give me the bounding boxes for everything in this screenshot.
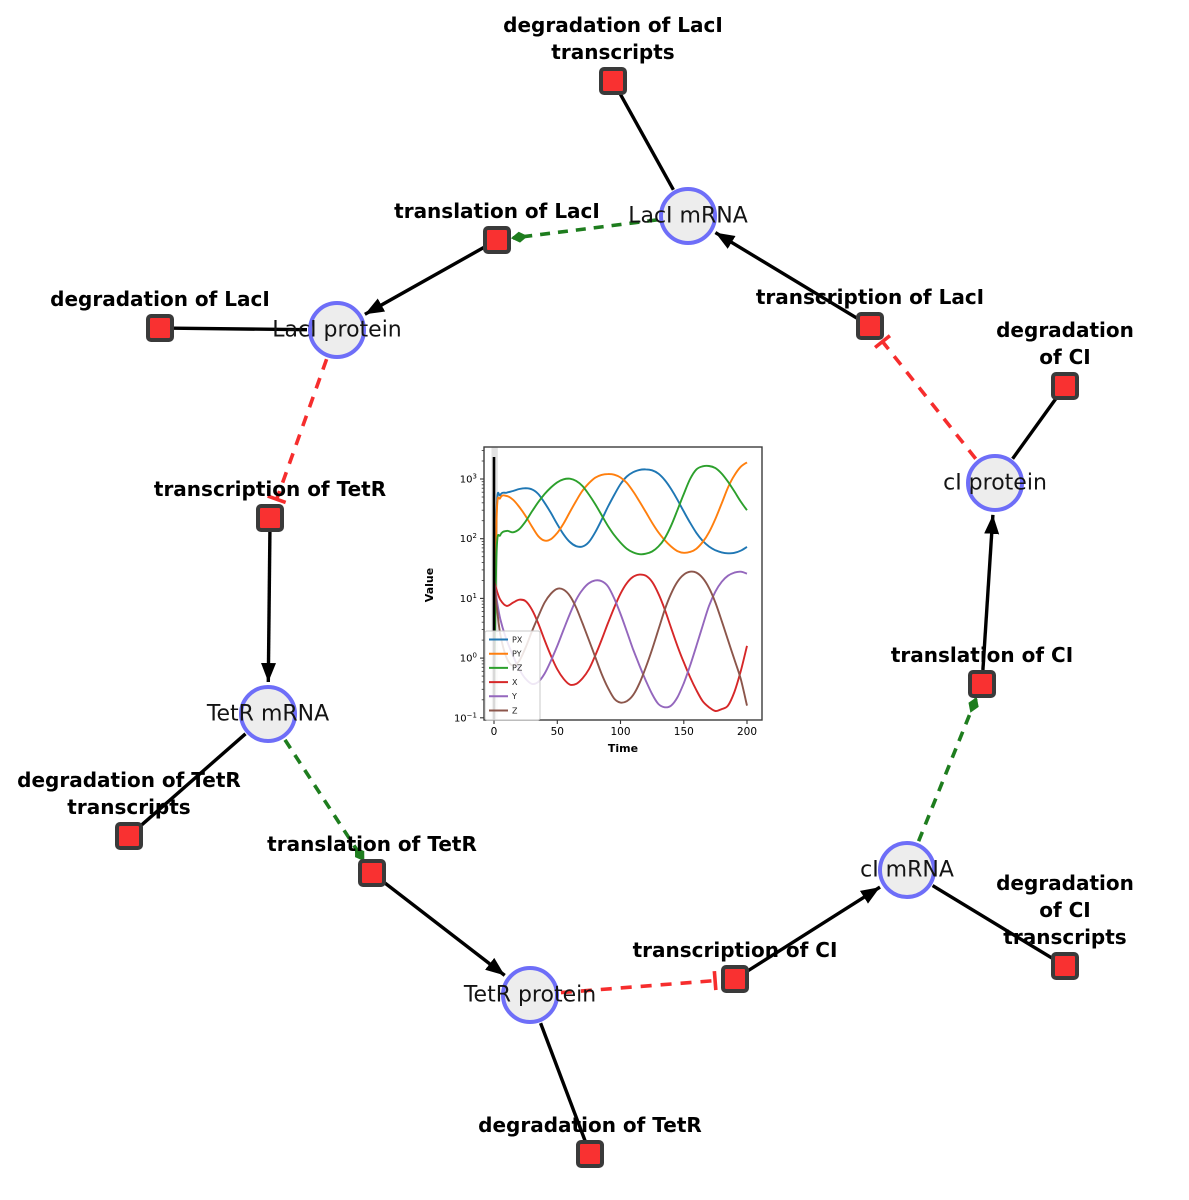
chart-x-axis-label: Time (608, 742, 638, 755)
reaction-label-translation-of-ci: translation of CI (890, 643, 1074, 667)
edge-production-translation-of-laci-laci-protein (364, 245, 486, 316)
chart-y-tick-label: 100 (460, 652, 477, 665)
reaction-label-translation-of-laci: translation of LacI (394, 199, 600, 223)
species-label-tetr-mrna: TetR mRNA (206, 701, 330, 727)
reaction-label-degradation-of-ci: degradation of CI (996, 318, 1134, 369)
chart-x-tick-label: 0 (491, 726, 498, 738)
legend-label-pz: PZ (512, 664, 523, 673)
reaction-label-degradation-of-laci-transcripts: degradation of LacI transcripts (503, 13, 723, 64)
reaction-label-transcription-of-laci: transcription of LacI (755, 285, 985, 309)
chart-x-tick-label: 200 (737, 726, 757, 738)
chart-x-tick-label: 50 (551, 726, 564, 738)
reaction-node-degradation-of-ci[interactable] (1051, 372, 1079, 400)
chart-y-tick-label: 101 (460, 592, 477, 605)
reaction-node-translation-of-ci[interactable] (968, 670, 996, 698)
edge-production-transcription-of-ci-ci-mrna (745, 885, 881, 973)
chart-x-tick-label: 150 (674, 726, 694, 738)
edge-consumption-laci-protein-degradation-of-laci (173, 326, 308, 332)
species-node-laci-protein[interactable] (308, 301, 366, 359)
edge-consumption-laci-mrna-degradation-of-laci-transcripts (618, 92, 675, 191)
edge-production-transcription-of-tetr-tetr-mrna (261, 531, 277, 683)
reaction-node-transcription-of-ci[interactable] (721, 965, 749, 993)
reaction-node-translation-of-laci[interactable] (483, 226, 511, 254)
edge-modifier-laci-mrna-translation-of-laci (510, 218, 658, 243)
edge-consumption-tetr-mrna-degradation-of-tetr-transcripts (138, 732, 247, 829)
edge-inhibition-laci-protein-transcription-of-tetr (267, 358, 329, 505)
chart-y-tick-label: 103 (460, 473, 477, 486)
legend-label-z: Z (512, 706, 518, 715)
species-node-ci-protein[interactable] (966, 454, 1024, 512)
species-label-tetr-protein: TetR protein (463, 982, 597, 1008)
reaction-label-degradation-of-ci-transcripts: degradation of CI transcripts (996, 871, 1134, 949)
chart-y-axis-label: Value (423, 568, 436, 602)
reaction-label-translation-of-tetr: translation of TetR (267, 832, 477, 856)
legend-label-py: PY (512, 650, 522, 659)
edge-production-translation-of-tetr-tetr-protein (382, 880, 506, 977)
reaction-node-degradation-of-laci-transcripts[interactable] (599, 67, 627, 95)
reaction-node-degradation-of-laci[interactable] (146, 314, 174, 342)
reaction-label-degradation-of-laci: degradation of LacI (50, 287, 270, 311)
legend-label-y: Y (511, 692, 517, 701)
edge-modifier-tetr-mrna-translation-of-tetr (283, 738, 365, 862)
species-label-laci-mrna: LacI mRNA (628, 203, 748, 229)
species-label-ci-mrna: cI mRNA (860, 857, 954, 883)
species-label-ci-protein: cI protein (943, 470, 1047, 496)
species-node-laci-mrna[interactable] (659, 187, 717, 245)
reaction-label-transcription-of-tetr: transcription of TetR (153, 477, 387, 501)
species-node-tetr-protein[interactable] (501, 966, 559, 1024)
species-node-tetr-mrna[interactable] (239, 685, 297, 743)
edge-modifier-ci-mrna-translation-of-ci (916, 696, 979, 842)
reaction-node-degradation-of-ci-transcripts[interactable] (1051, 952, 1079, 980)
species-label-laci-protein: LacI protein (272, 317, 402, 343)
chart-legend: PX PY PZ XYZ (484, 630, 541, 721)
edge-consumption-tetr-protein-degradation-of-tetr (539, 1022, 587, 1142)
reaction-label-transcription-of-ci: transcription of CI (632, 938, 838, 962)
reaction-label-degradation-of-tetr: degradation of TetR (478, 1113, 702, 1137)
reaction-node-transcription-of-tetr[interactable] (256, 504, 284, 532)
reaction-node-transcription-of-laci[interactable] (856, 312, 884, 340)
edge-production-translation-of-ci-ci-protein (981, 514, 1000, 671)
chart-x-tick-label: 100 (610, 726, 630, 738)
legend-label-px: PX (512, 635, 523, 644)
chart-frame (483, 446, 763, 721)
reaction-label-degradation-of-tetr-transcripts: degradation of TetR transcripts (17, 768, 241, 819)
chart-y-tick-label: 10−1 (454, 711, 477, 724)
chart-series-x (493, 573, 748, 712)
reaction-node-degradation-of-tetr[interactable] (576, 1140, 604, 1168)
species-node-ci-mrna[interactable] (878, 841, 936, 899)
legend-label-x: X (512, 678, 518, 687)
chart-y-tick-label: 102 (460, 532, 477, 545)
reaction-node-degradation-of-tetr-transcripts[interactable] (115, 822, 143, 850)
edge-consumption-ci-protein-degradation-of-ci (1011, 396, 1059, 460)
reaction-node-translation-of-tetr[interactable] (358, 859, 386, 887)
edge-inhibition-tetr-protein-transcription-of-ci (560, 970, 718, 995)
edge-consumption-ci-mrna-degradation-of-ci-transcripts (931, 884, 1054, 961)
edge-inhibition-ci-protein-transcription-of-laci (873, 334, 978, 460)
edge-production-transcription-of-laci-laci-mrna (714, 231, 859, 321)
chart-series-pz (493, 464, 748, 714)
